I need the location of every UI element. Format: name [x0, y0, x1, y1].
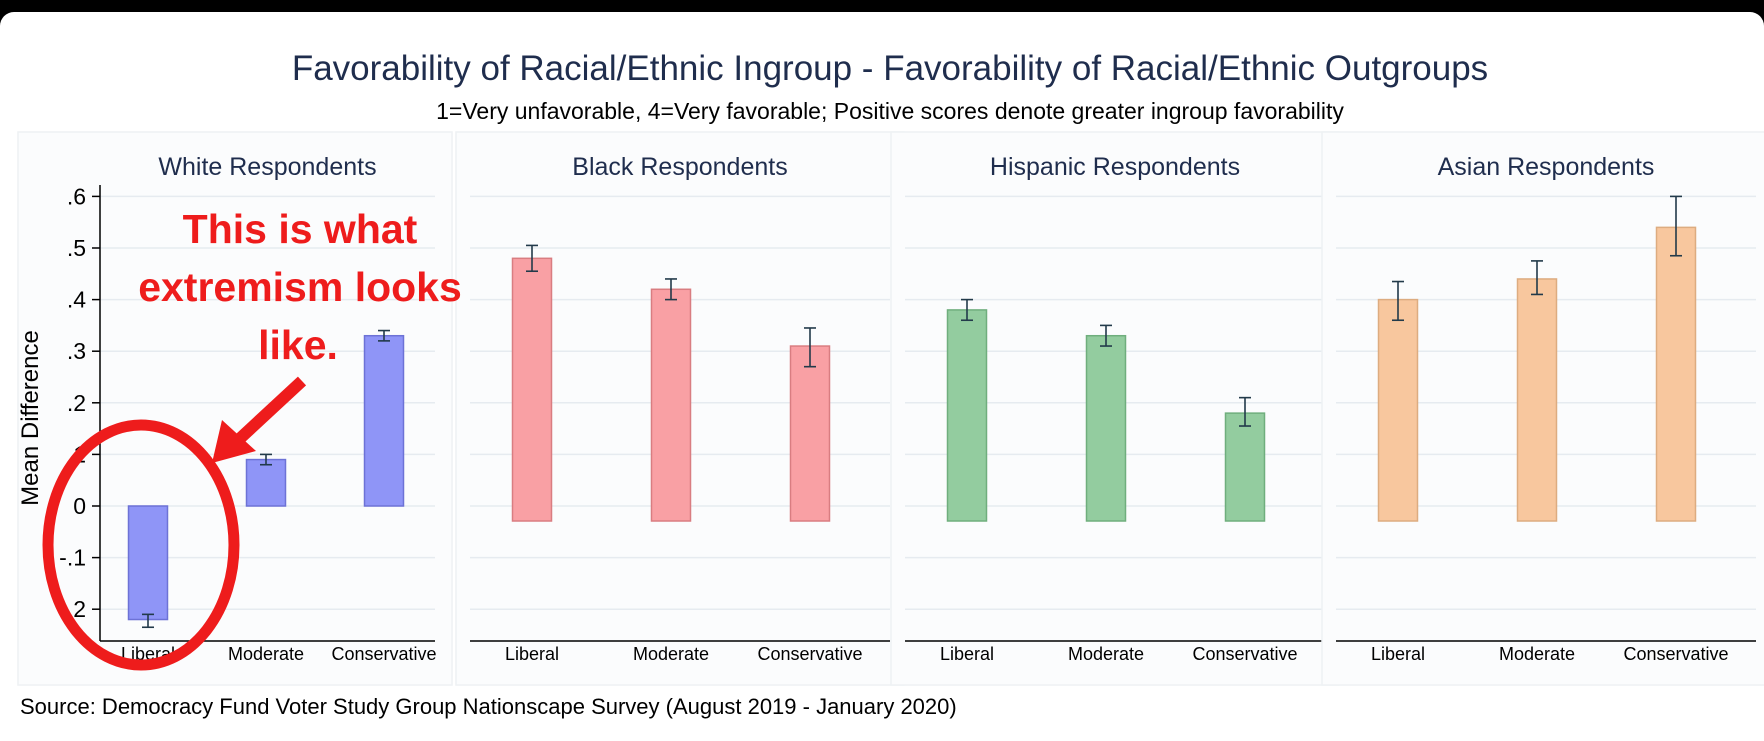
bar-moderate [1516, 278, 1558, 522]
annotation-line-2: extremism looks [138, 264, 462, 310]
y-tick-label: -.1 [59, 545, 86, 571]
panel-asian: Asian Respondents Liberal Moderate Conserva… [1321, 131, 1764, 686]
category-label: Conservative [757, 644, 862, 664]
category-label: Moderate [1068, 644, 1144, 664]
chart-title: Favorability of Racial/Ethnic Ingroup - … [292, 49, 1488, 88]
annotation-line-1: This is what [183, 206, 418, 252]
panels-group: White Respondents Liberal Moderate Conserva… [17, 131, 1764, 686]
bar-conservative [363, 334, 405, 507]
category-label: Conservative [331, 644, 436, 664]
y-tick-label: .5 [67, 235, 86, 261]
bar-liberal [1377, 298, 1419, 522]
category-label: Liberal [1371, 644, 1425, 664]
annotation-line-3: like. [258, 322, 338, 368]
category-label: Conservative [1623, 644, 1728, 664]
panel-black: Black Respondents Liberal Moderate Conserva… [455, 131, 905, 686]
category-label: Moderate [1499, 644, 1575, 664]
category-label: Moderate [633, 644, 709, 664]
annotation-arrow-head [212, 420, 256, 463]
chart-subtitle: 1=Very unfavorable, 4=Very favorable; Po… [436, 98, 1344, 124]
panel-hispanic: Hispanic Respondents Liberal Moderate Conse… [890, 131, 1340, 686]
panel-title: Black Respondents [572, 153, 787, 181]
bar-conservative [1655, 226, 1697, 522]
category-label: Moderate [228, 644, 304, 664]
annotation-group: This is what extremism looks like. [42, 206, 462, 671]
y-axis-label: Mean Difference [17, 330, 44, 506]
bar-liberal [511, 257, 553, 522]
source-note: Source: Democracy Fund Voter Study Group… [20, 694, 957, 719]
category-label: Liberal [940, 644, 994, 664]
panel-title: Hispanic Respondents [990, 153, 1240, 181]
y-tick-label: .3 [67, 338, 86, 364]
bar-conservative [1224, 412, 1266, 522]
bar-liberal [127, 505, 169, 621]
category-label: Liberal [505, 644, 559, 664]
panel-title: White Respondents [158, 153, 376, 181]
category-label: Conservative [1192, 644, 1297, 664]
y-tick-label: .2 [67, 390, 86, 416]
annotation-arrow-shaft [229, 376, 307, 449]
bar-moderate [1085, 334, 1127, 522]
bar-moderate [650, 288, 692, 522]
y-tick-label: .4 [67, 287, 86, 313]
highlight-circle [42, 419, 240, 671]
bar-moderate [245, 458, 287, 507]
panel-title: Asian Respondents [1438, 153, 1655, 181]
bar-liberal [946, 309, 988, 522]
y-tick-label: 0 [73, 493, 86, 519]
bar-conservative [789, 345, 831, 522]
y-tick-label: .6 [67, 183, 86, 209]
